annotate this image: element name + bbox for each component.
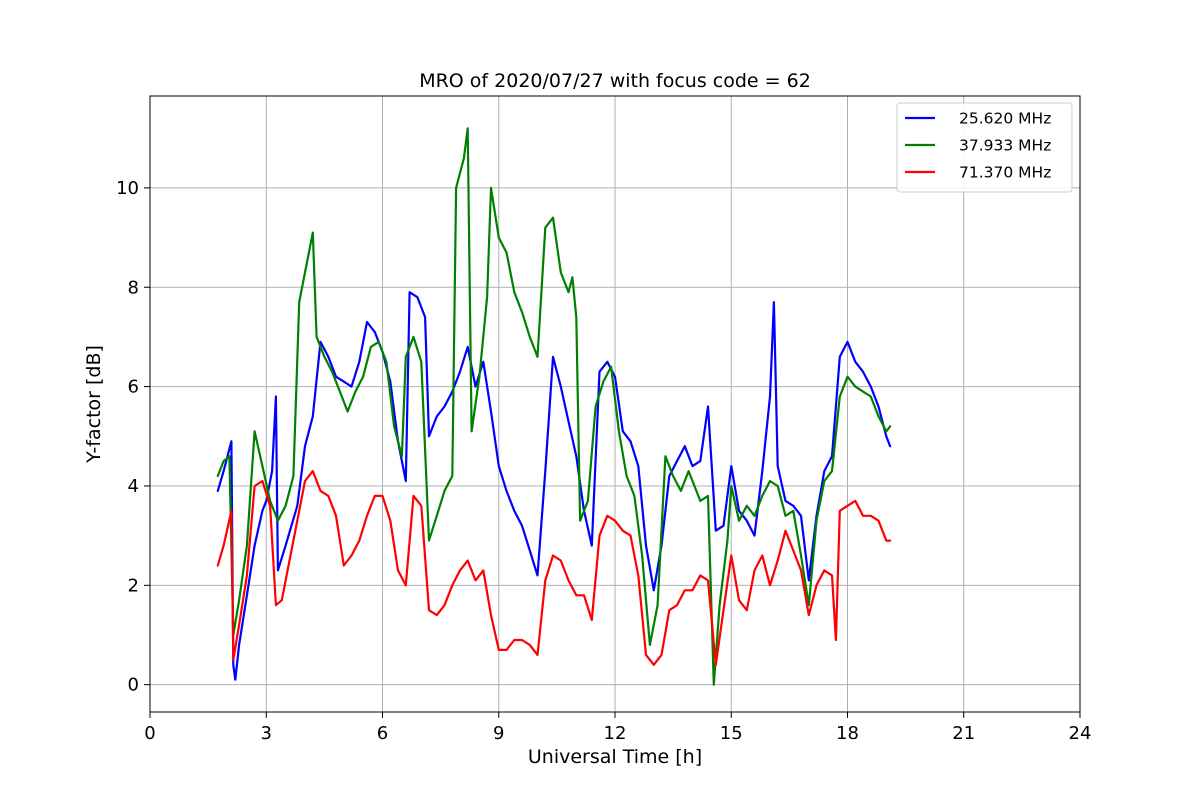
chart-title: MRO of 2020/07/27 with focus code = 62: [419, 70, 811, 92]
x-tick-label: 0: [144, 723, 155, 744]
y-tick-label: 0: [128, 675, 139, 696]
x-tick-label: 21: [952, 723, 975, 744]
legend: 25.620 MHz 37.933 MHz 71.370 MHz: [896, 102, 1073, 193]
grid: [150, 96, 1080, 712]
legend-label-1: 25.620 MHz: [959, 110, 1051, 128]
y-tick-label: 4: [128, 476, 139, 497]
series-line-3: [216, 470, 892, 666]
x-tick-label: 12: [604, 723, 627, 744]
legend-label-2: 37.933 MHz: [959, 137, 1051, 155]
series-line-2: [216, 127, 892, 686]
y-tick-label: 6: [128, 377, 139, 398]
x-tick-label: 9: [493, 723, 504, 744]
x-tick-label: 24: [1069, 723, 1092, 744]
y-tick-label: 8: [128, 277, 139, 298]
x-tick-label: 15: [720, 723, 743, 744]
y-tick-label: 2: [128, 575, 139, 596]
x-tick-label: 3: [261, 723, 272, 744]
series-line-1: [216, 291, 892, 681]
x-tick-label: 18: [836, 723, 859, 744]
legend-label-3: 71.370 MHz: [959, 164, 1051, 182]
y-tick-label: 10: [116, 178, 139, 199]
legend-box: [896, 102, 1073, 193]
x-axis-label: Universal Time [h]: [528, 746, 702, 768]
y-axis-label: Y-factor [dB]: [83, 345, 105, 464]
x-tick-label: 6: [377, 723, 388, 744]
series-layer: [216, 127, 892, 686]
